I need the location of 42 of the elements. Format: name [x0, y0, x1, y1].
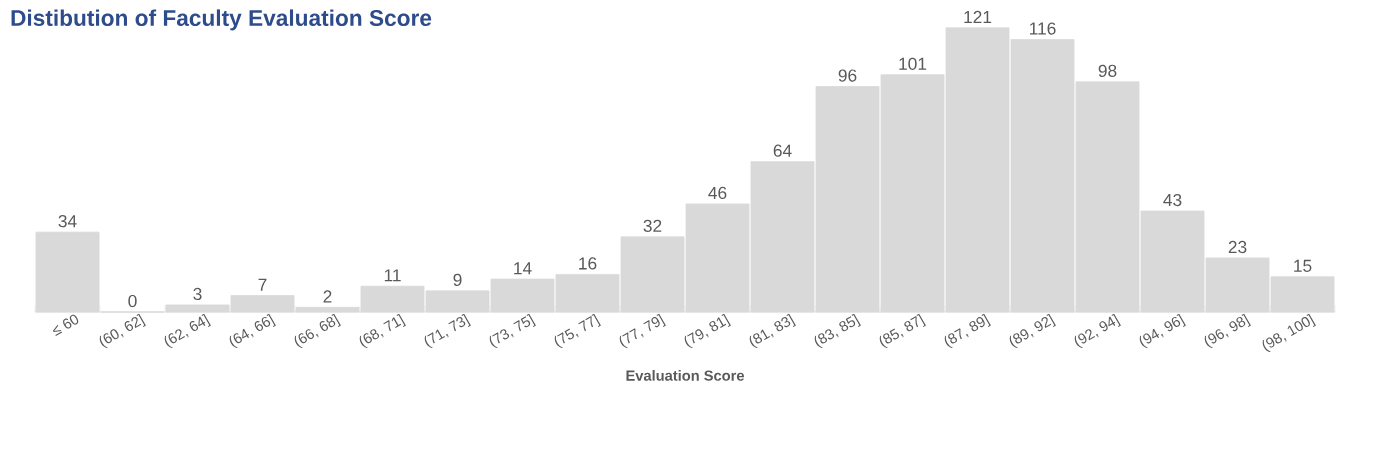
- x-tick-label: (96, 98]: [1204, 313, 1251, 349]
- data-label: 14: [514, 262, 532, 275]
- x-tick-label: (94, 96]: [1139, 313, 1186, 349]
- x-tick-label: (77, 79]: [619, 313, 666, 349]
- x-axis-title: Evaluation Score: [626, 370, 744, 381]
- x-tick-label: (83, 85]: [814, 313, 861, 349]
- data-label: 2: [323, 290, 332, 303]
- data-label: 23: [1228, 240, 1247, 254]
- data-label: 11: [384, 269, 401, 282]
- data-label: 7: [258, 278, 267, 291]
- data-label: 98: [1098, 64, 1117, 77]
- x-tick-label: (73, 75]: [489, 313, 536, 349]
- x-tick-label: (89, 92]: [1009, 313, 1056, 349]
- x-tick-label: (68, 71]: [359, 313, 406, 349]
- x-tick-label: (85, 87]: [879, 313, 926, 349]
- x-tick-label: (92, 94]: [1074, 313, 1121, 349]
- data-label: 46: [708, 186, 727, 200]
- data-label: 3: [193, 287, 202, 301]
- data-label: 96: [838, 69, 857, 82]
- data-label: 121: [964, 10, 992, 23]
- x-tick-label: (71, 73]: [424, 313, 471, 349]
- data-label: 16: [579, 257, 597, 270]
- chart-title: Distibution of Faculty Evaluation Score: [11, 9, 432, 31]
- data-label: 43: [1163, 193, 1182, 207]
- data-label: 15: [1294, 259, 1312, 272]
- x-tick-label: (98, 100]: [1262, 313, 1316, 353]
- x-tick-label: (81, 83]: [749, 313, 796, 349]
- x-tick-label: (79, 81]: [684, 313, 731, 349]
- data-label: 9: [453, 273, 462, 287]
- x-tick-label: (66, 68]: [294, 313, 341, 349]
- x-tick-label: (87, 89]: [944, 313, 991, 349]
- x-tick-label: ≤ 60: [52, 314, 79, 336]
- x-tick-label: (75, 77]: [554, 313, 601, 349]
- x-tick-label: (60, 62]: [99, 313, 146, 349]
- x-tick-label: (64, 66]: [229, 313, 276, 349]
- data-label: 101: [899, 57, 927, 70]
- data-label: 34: [58, 215, 77, 228]
- data-label: 116: [1030, 22, 1056, 35]
- data-label: 0: [128, 294, 137, 308]
- data-label: 64: [773, 144, 792, 157]
- data-label: 32: [643, 219, 662, 232]
- x-tick-label: (62, 64]: [164, 313, 211, 349]
